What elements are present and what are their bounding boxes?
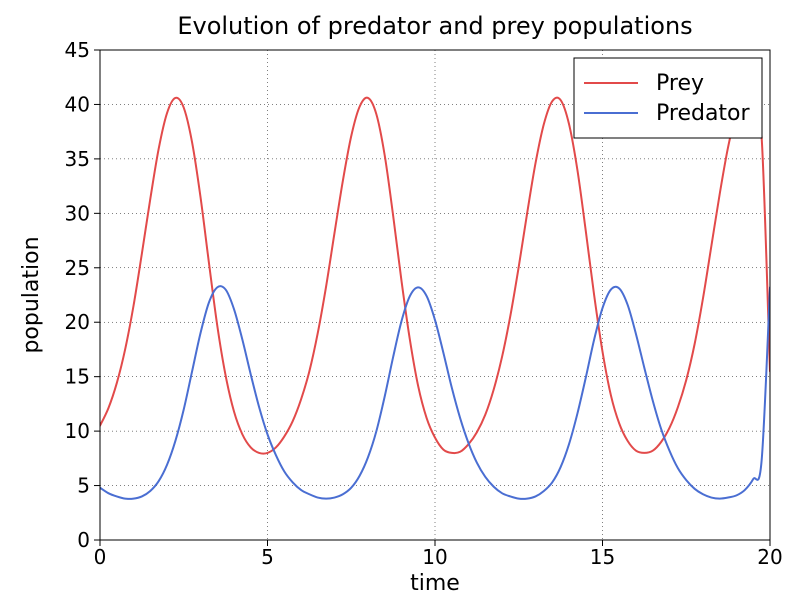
xtick-label: 20 — [757, 545, 782, 569]
chart-figure: 0 5 10 15 20 0 5 10 15 20 25 30 35 40 45 Evolution of p… — [0, 0, 800, 600]
xtick-label: 5 — [261, 545, 274, 569]
ytick-label: 0 — [77, 528, 90, 552]
xtick-label: 10 — [422, 545, 447, 569]
legend: Prey Predator — [574, 58, 762, 138]
ytick-label: 5 — [77, 474, 90, 498]
xtick-label: 0 — [94, 545, 107, 569]
chart-svg: 0 5 10 15 20 0 5 10 15 20 25 30 35 40 45 Evolution of p… — [0, 0, 800, 600]
xaxis-label: time — [410, 571, 460, 596]
ytick-label: 15 — [65, 365, 90, 389]
legend-frame — [574, 58, 762, 138]
ytick-label: 10 — [65, 419, 90, 443]
ytick-label: 35 — [65, 147, 90, 171]
ytick-label: 40 — [65, 92, 90, 116]
ytick-label: 30 — [65, 201, 90, 225]
chart-title: Evolution of predator and prey populatio… — [177, 12, 692, 40]
ytick-label: 20 — [65, 310, 90, 334]
ytick-label: 25 — [65, 256, 90, 280]
ytick-label: 45 — [65, 38, 90, 62]
legend-label-predator: Predator — [656, 101, 751, 126]
xtick-label: 15 — [590, 545, 615, 569]
yaxis-label: population — [19, 236, 44, 353]
legend-label-prey: Prey — [656, 71, 704, 96]
